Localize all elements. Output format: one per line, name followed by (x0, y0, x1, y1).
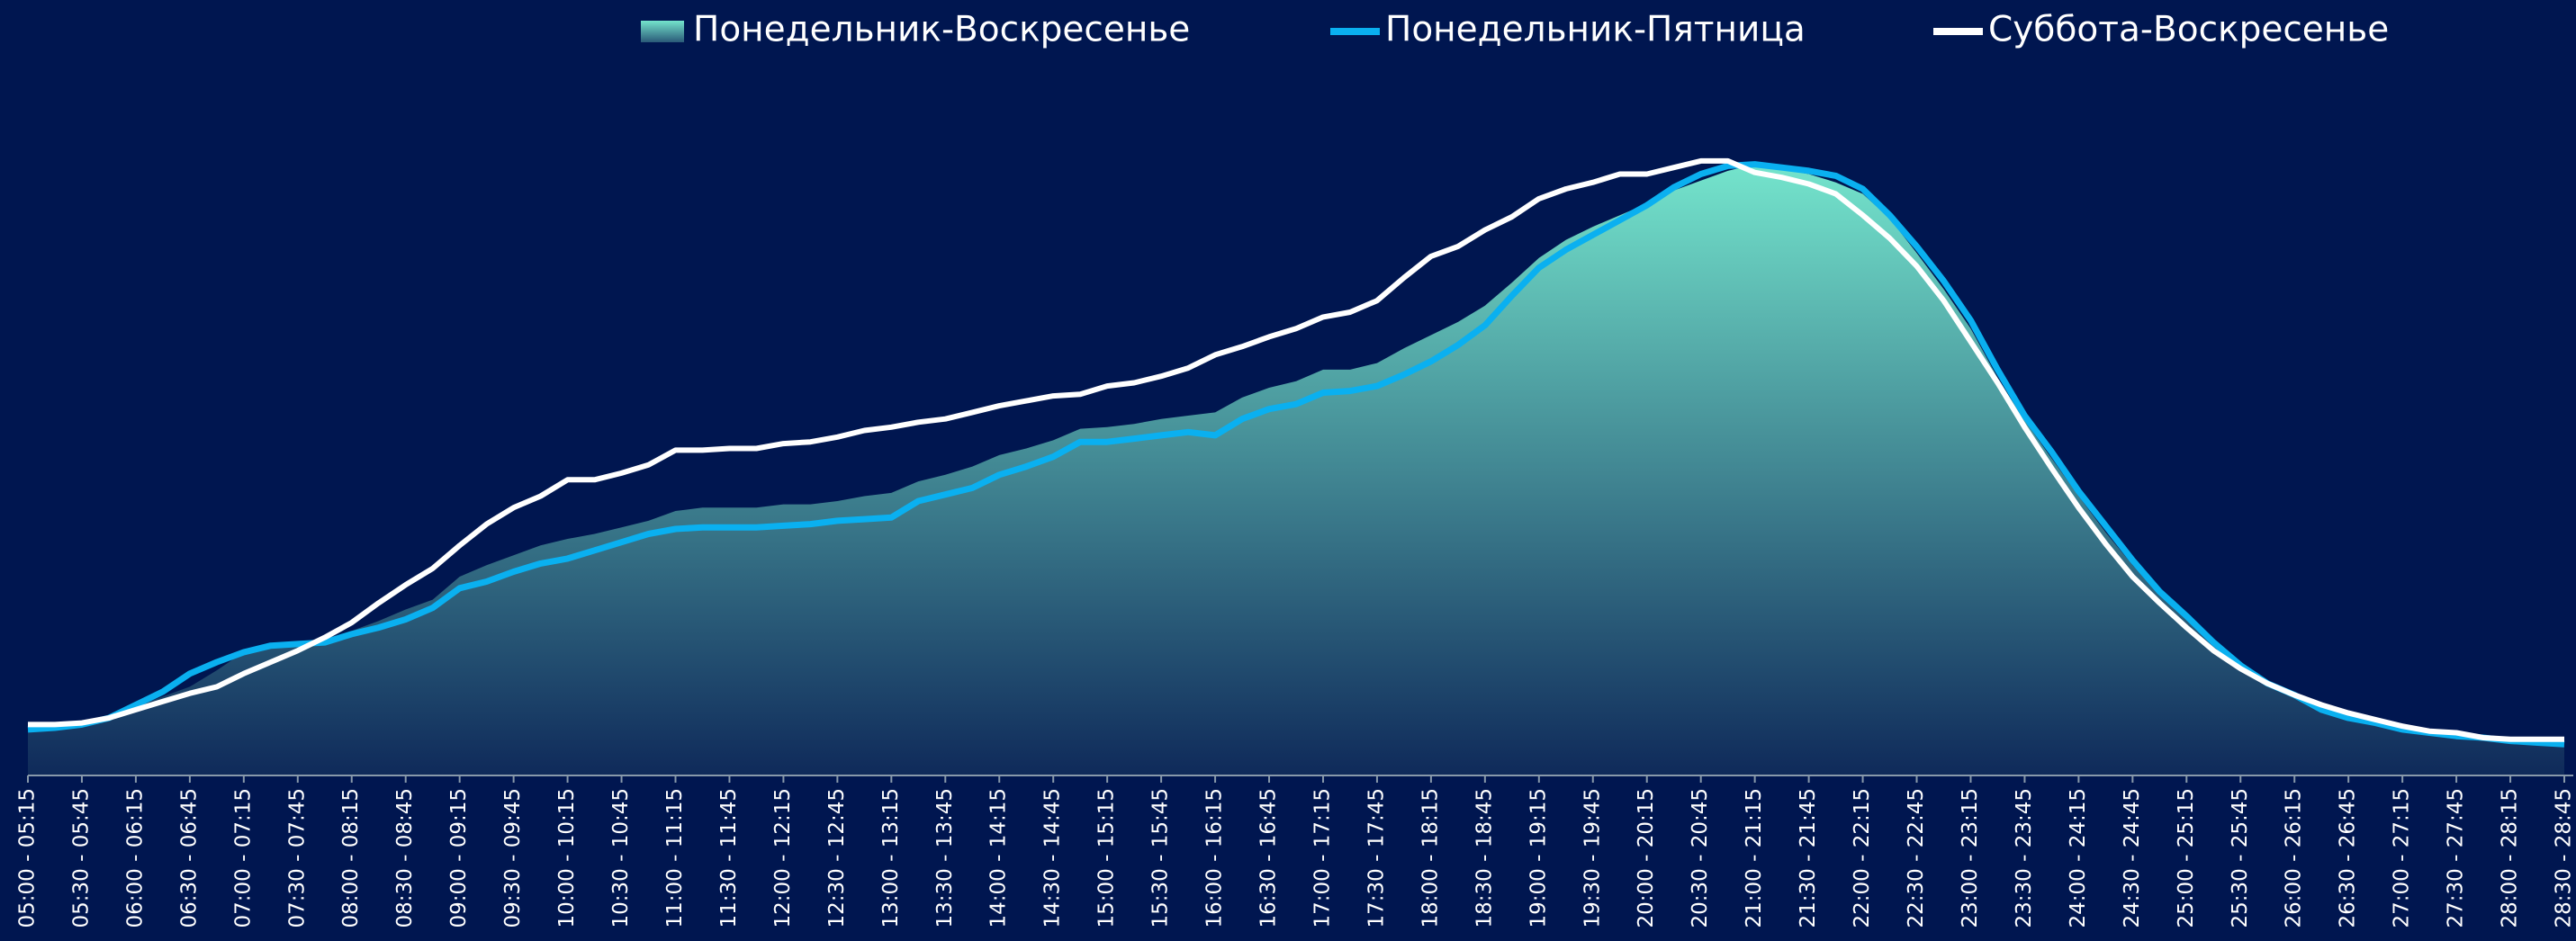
x-tick-label: 16:30 - 16:45 (1257, 788, 1281, 928)
x-tick-label: 26:30 - 26:45 (2337, 788, 2360, 928)
x-tick-label: 07:30 - 07:45 (285, 788, 309, 928)
x-tick-label: 24:30 - 24:45 (2121, 788, 2144, 928)
x-tick-label: 28:00 - 28:15 (2499, 788, 2522, 928)
x-tick-label: 27:30 - 27:45 (2445, 788, 2468, 928)
line (27, 161, 2565, 748)
x-tick-label: 11:00 - 11:15 (663, 788, 687, 928)
x-tick-label: 23:30 - 23:45 (2013, 788, 2036, 928)
x-tick-label: 06:00 - 06:15 (123, 788, 147, 928)
x-tick-label: 11:30 - 11:45 (717, 788, 741, 928)
x-tick-label: 18:30 - 18:45 (1473, 788, 1496, 928)
x-tick-label: 06:30 - 06:45 (177, 788, 201, 928)
x-tick-label: 20:30 - 20:45 (1689, 788, 1712, 928)
x-tick-label: 09:00 - 09:15 (447, 788, 471, 928)
legend-label: Понедельник-Пятница (1385, 10, 1806, 50)
x-tick-label: 15:30 - 15:45 (1149, 788, 1173, 928)
x-tick-label: 05:30 - 05:45 (69, 788, 93, 928)
x-tick-label: 12:00 - 12:15 (771, 788, 795, 928)
x-tick-label: 20:00 - 20:15 (1635, 788, 1658, 928)
x-tick-label: 19:00 - 19:15 (1527, 788, 1550, 928)
x-tick-label: 28:30 - 28:45 (2553, 788, 2576, 928)
x-tick-label: 17:30 - 17:45 (1365, 788, 1388, 928)
x-tick-label: 07:00 - 07:15 (231, 788, 255, 928)
x-tick-label: 21:30 - 21:45 (1797, 788, 1820, 928)
x-tick-label: 14:30 - 14:45 (1041, 788, 1065, 928)
x-tick-label: 23:00 - 23:15 (1959, 788, 1982, 928)
x-tick-label: 26:00 - 26:15 (2283, 788, 2306, 928)
area (28, 164, 2564, 776)
x-tick-label: 13:30 - 13:45 (933, 788, 957, 928)
x-tick-label: 15:00 - 15:15 (1095, 788, 1119, 928)
x-tick-label: 25:00 - 25:15 (2175, 788, 2198, 928)
x-tick-label: 08:30 - 08:45 (393, 788, 417, 928)
x-tick-label: 05:00 - 05:15 (16, 788, 40, 928)
legend-label: Суббота-Воскресенье (1988, 10, 2389, 50)
x-tick-label: 17:00 - 17:15 (1311, 788, 1334, 928)
x-tick-label: 22:00 - 22:15 (1851, 788, 1874, 928)
x-tick-label: 27:00 - 27:15 (2391, 788, 2414, 928)
x-tick-label: 18:00 - 18:15 (1419, 788, 1442, 928)
x-tick-label: 21:00 - 21:15 (1743, 788, 1766, 928)
x-tick-label: 13:00 - 13:15 (879, 788, 903, 928)
x-tick-label: 12:30 - 12:45 (825, 788, 849, 928)
legend-label: Понедельник-Воскресенье (693, 10, 1190, 50)
x-tick-label: 22:30 - 22:45 (1905, 788, 1928, 928)
x-tick-label: 10:30 - 10:45 (609, 788, 633, 928)
x-tick-label: 08:00 - 08:15 (339, 788, 363, 928)
x-tick-label: 09:30 - 09:45 (501, 788, 525, 928)
line (28, 157, 2564, 742)
x-tick-label: 25:30 - 25:45 (2229, 788, 2252, 928)
x-tick-label: 16:00 - 16:15 (1203, 788, 1227, 928)
x-tick-label: 14:00 - 14:15 (987, 788, 1011, 928)
x-tick-label: 24:00 - 24:15 (2067, 788, 2090, 928)
x-tick-label: 10:00 - 10:15 (555, 788, 579, 928)
x-tick-label: 19:30 - 19:45 (1581, 788, 1604, 928)
legend-swatch (641, 21, 684, 42)
